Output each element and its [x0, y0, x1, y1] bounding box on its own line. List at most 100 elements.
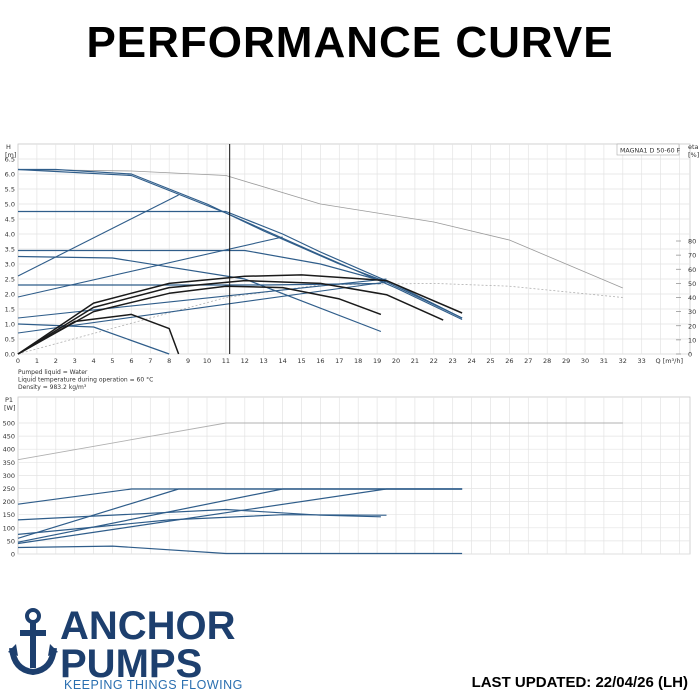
efficiency-curve — [17, 279, 444, 355]
anchor-pumps-logo: ANCHOR PUMPS KEEPING THINGS FLOWING — [8, 606, 248, 696]
y-tick-label: 1.5 — [5, 306, 15, 314]
y-tick-label: 2.0 — [5, 291, 15, 299]
y-tick-label: 5.5 — [5, 186, 15, 194]
p1-tick-label: 150 — [3, 511, 15, 519]
p1-tick-label: 250 — [3, 485, 15, 493]
x-tick-label: 0 — [16, 357, 20, 365]
anchor-icon — [8, 608, 58, 676]
head-curve — [18, 168, 463, 319]
x-tick-label: 23 — [449, 357, 457, 365]
x-tick-label: 31 — [600, 357, 608, 365]
y-tick-label: 3.0 — [5, 261, 15, 269]
y2-tick-label: 70 — [688, 252, 696, 260]
x-tick-label: 3 — [73, 357, 77, 365]
brand-line-1: ANCHOR — [60, 604, 236, 648]
x-tick-label: 16 — [316, 357, 324, 365]
x-tick-label: 1 — [35, 357, 39, 365]
power-curve — [17, 545, 463, 555]
head-curve — [18, 249, 387, 283]
p1-tick-label: 300 — [3, 472, 15, 480]
y-axis-label: H — [6, 143, 11, 151]
system-curve — [17, 236, 283, 298]
p1-axis-unit: [W] — [4, 404, 16, 412]
x-tick-label: 15 — [297, 357, 305, 365]
p1-tick-label: 200 — [3, 498, 15, 506]
x-tick-label: 29 — [562, 357, 570, 365]
system-curve — [17, 281, 387, 334]
y-tick-label: 0.5 — [5, 336, 15, 344]
y2-axis-label: eta — [688, 143, 699, 151]
y2-tick-label: 60 — [688, 266, 696, 274]
x-tick-label: 25 — [486, 357, 494, 365]
x-tick-label: 24 — [467, 357, 475, 365]
x-tick-label: 33 — [638, 357, 646, 365]
y-tick-label: 4.5 — [5, 216, 15, 224]
p1-tick-label: 50 — [7, 537, 15, 545]
liquid-note: Pumped liquid = Water — [18, 369, 88, 376]
efficiency-curve — [17, 274, 463, 355]
y-tick-label: 1.0 — [5, 321, 15, 329]
head-curve — [18, 210, 463, 319]
p1-axis-label: P1 — [5, 396, 13, 404]
x-tick-label: 19 — [373, 357, 381, 365]
efficiency-curve — [17, 313, 180, 355]
y2-tick-label: 80 — [688, 238, 696, 246]
x-tick-label: 8 — [167, 357, 171, 365]
x-tick-label: 14 — [278, 357, 286, 365]
efficiency-curve — [17, 285, 382, 355]
x-tick-label: 18 — [354, 357, 362, 365]
p1-tick-label: 400 — [3, 446, 15, 454]
p1-tick-label: 350 — [3, 459, 15, 467]
last-updated-label: LAST UPDATED: 22/04/26 (LH) — [471, 674, 688, 691]
y2-axis-unit: [%] — [688, 151, 699, 159]
y-tick-label: 6.5 — [5, 156, 15, 164]
y-tick-label: 0.0 — [5, 351, 15, 359]
p1-tick-label: 450 — [3, 433, 15, 441]
system-curve — [17, 194, 179, 277]
y2-tick-label: 20 — [688, 322, 696, 330]
x-tick-label: 30 — [581, 357, 589, 365]
x-tick-label: 11 — [222, 357, 230, 365]
x-tick-label: 20 — [392, 357, 400, 365]
x-tick-label: 17 — [335, 357, 343, 365]
x-tick-label: 9 — [186, 357, 190, 365]
x-tick-label: 22 — [430, 357, 438, 365]
x-tick-label: 4 — [92, 357, 96, 365]
liquid-note: Liquid temperature during operation = 60… — [18, 377, 153, 384]
x-axis-label: Q [m³/h] — [655, 357, 683, 365]
brand-tagline: KEEPING THINGS FLOWING — [64, 678, 243, 692]
x-tick-label: 32 — [619, 357, 627, 365]
x-tick-label: 27 — [524, 357, 532, 365]
model-label: MAGNA1 D 50-60 F — [620, 148, 681, 155]
x-tick-label: 5 — [110, 357, 114, 365]
x-tick-label: 12 — [241, 357, 249, 365]
brand-line-2: PUMPS — [60, 642, 203, 686]
p1-tick-label: 0 — [11, 551, 15, 559]
x-tick-label: 13 — [260, 357, 268, 365]
y-tick-label: 4.0 — [5, 231, 15, 239]
y-tick-label: 6.0 — [5, 171, 15, 179]
head-curve — [17, 255, 382, 333]
x-tick-label: 7 — [148, 357, 152, 365]
x-tick-label: 26 — [505, 357, 513, 365]
system-curve — [17, 278, 387, 319]
head-curve — [17, 323, 170, 355]
model-label-box — [616, 143, 680, 156]
p1-tick-label: 100 — [3, 524, 15, 532]
x-tick-label: 6 — [129, 357, 133, 365]
power-curve — [17, 508, 381, 521]
y2-tick-label: 0 — [688, 351, 692, 359]
y-tick-label: 2.5 — [5, 276, 15, 284]
power-curve — [17, 514, 387, 535]
x-tick-label: 2 — [54, 357, 58, 365]
page-title: PERFORMANCE CURVE — [86, 18, 614, 67]
y2-tick-label: 50 — [688, 280, 696, 288]
power-curve — [17, 488, 463, 545]
p1-tick-label: 500 — [3, 420, 15, 428]
max-power-curve — [17, 422, 623, 461]
liquid-note: Density = 983.2 kg/m³ — [18, 384, 87, 391]
x-tick-label: 21 — [411, 357, 419, 365]
y-axis-unit: [m] — [5, 151, 16, 159]
y2-tick-label: 10 — [688, 336, 696, 344]
